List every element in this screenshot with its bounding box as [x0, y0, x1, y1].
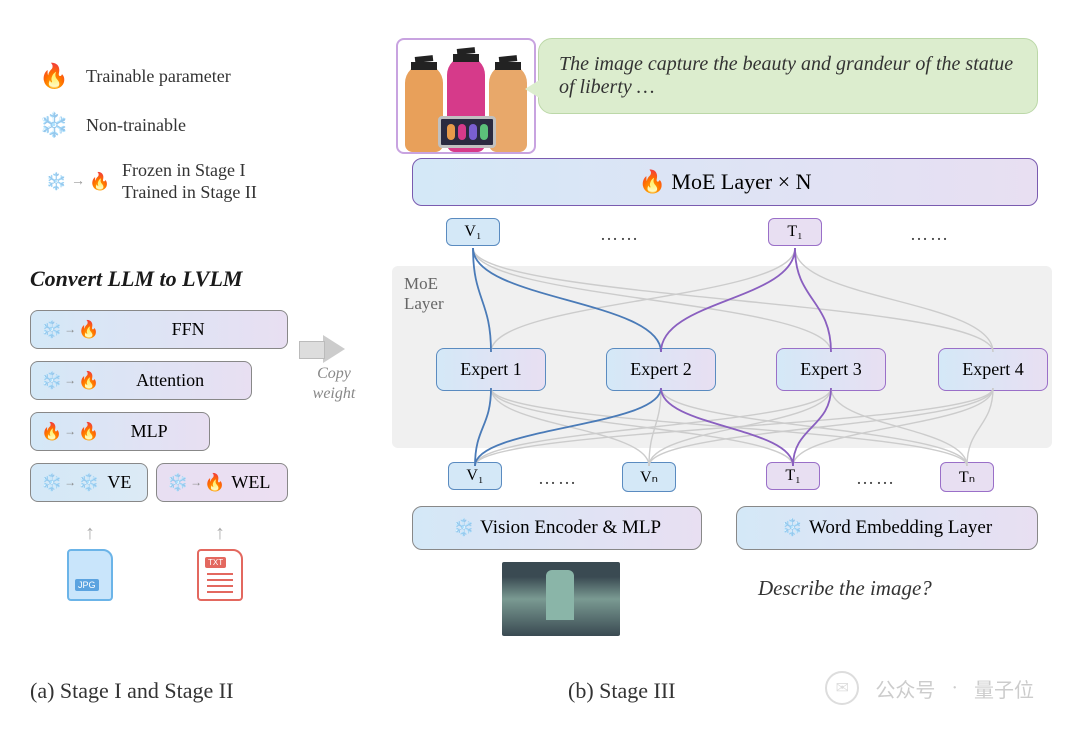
watermark-text: 量子位	[974, 674, 1034, 703]
word-embedding-label: Word Embedding Layer	[809, 517, 992, 539]
fire-icon: 🔥	[38, 62, 70, 91]
input-files: ↑ ↑	[30, 522, 330, 601]
arrow-icon: →	[190, 475, 202, 490]
token-vn-bottom: Vₙ	[622, 462, 676, 492]
txt-file-icon	[197, 549, 243, 601]
watermark-sep: ·	[951, 677, 958, 700]
block-label: WEL	[231, 472, 270, 493]
fire-icon: 🔥	[639, 169, 666, 194]
token-t1-bottom: T₁	[766, 462, 820, 490]
dots: ……	[910, 224, 950, 245]
legend-label: Non-trainable	[86, 115, 186, 137]
block-label: FFN	[172, 319, 205, 340]
arrow-icon: →	[64, 424, 76, 439]
token-v1-bottom: V₁	[448, 462, 502, 490]
moe-layer-label: MoE Layer × N	[671, 169, 811, 194]
expert-4: Expert 4	[938, 348, 1048, 391]
block-label: Attention	[136, 370, 204, 391]
legend-label: Frozen in Stage I Trained in Stage II	[122, 160, 257, 203]
copy-label: Copy	[302, 365, 366, 383]
snowflake-icon: ❄️	[167, 473, 188, 493]
snowflake-icon: ❄️	[453, 518, 474, 538]
dots: ……	[856, 468, 896, 489]
block-ffn: ❄️ → 🔥 FFN	[30, 310, 288, 349]
arrow-icon: →	[64, 373, 76, 388]
arrow-icon: →	[64, 475, 76, 490]
llama-avatar	[396, 38, 536, 154]
snowflake-icon: ❄️	[38, 111, 70, 140]
arrow-icon	[323, 335, 345, 363]
expert-3: Expert 3	[776, 348, 886, 391]
copy-weight-arrow: Copy weight	[302, 335, 366, 403]
arrow-icon: →	[71, 174, 85, 190]
right-panel: The image capture the beauty and grandeu…	[390, 38, 1054, 646]
caption-b: (b) Stage III	[568, 678, 676, 704]
moe-layer-block: 🔥 MoE Layer × N	[412, 158, 1038, 206]
fire-icon: 🔥	[78, 371, 99, 391]
snowflake-icon: ❄️	[41, 320, 62, 340]
expert-2: Expert 2	[606, 348, 716, 391]
legend: 🔥 Trainable parameter ❄️ Non-trainable ❄…	[38, 62, 257, 223]
legend-trainable: 🔥 Trainable parameter	[38, 62, 257, 91]
up-arrow-icon: ↑	[150, 522, 290, 545]
token-t1-top: T₁	[768, 218, 822, 246]
block-mlp: 🔥 → 🔥 MLP	[30, 412, 210, 451]
block-wel: ❄️ → 🔥 WEL	[156, 463, 288, 502]
legend-label: Trainable parameter	[86, 66, 231, 88]
watermark-text: 公众号	[875, 674, 935, 703]
token-v1-top: V₁	[446, 218, 500, 246]
snowflake-icon: ❄️	[78, 473, 99, 493]
word-embedding-block: ❄️ Word Embedding Layer	[736, 506, 1038, 550]
left-panel: Convert LLM to LVLM ❄️ → 🔥 FFN ❄️ → 🔥 At…	[30, 266, 330, 601]
snowflake-icon: ❄️	[782, 518, 803, 538]
fire-icon: 🔥	[78, 320, 99, 340]
jpg-file-icon	[67, 549, 113, 601]
speech-bubble: The image capture the beauty and grandeu…	[538, 38, 1038, 114]
block-label: MLP	[131, 421, 168, 442]
block-label: VE	[107, 472, 131, 493]
snowflake-icon: ❄️	[41, 371, 62, 391]
wechat-icon: ✉	[825, 671, 859, 705]
token-tn-bottom: Tₙ	[940, 462, 994, 492]
up-arrow-icon: ↑	[30, 522, 150, 545]
moe-inner-label: MoELayer	[404, 274, 444, 315]
convert-title: Convert LLM to LVLM	[30, 266, 330, 292]
block-ve: ❄️ → ❄️ VE	[30, 463, 148, 502]
dots: ……	[538, 468, 578, 489]
snow-to-fire-icon: ❄️ → 🔥	[38, 172, 118, 192]
fire-icon: 🔥	[41, 422, 62, 442]
snowflake-icon: ❄️	[41, 473, 62, 493]
fire-icon: 🔥	[89, 172, 110, 192]
vision-encoder-block: ❄️ Vision Encoder & MLP	[412, 506, 702, 550]
caption-a: (a) Stage I and Stage II	[30, 678, 233, 704]
block-attention: ❄️ → 🔥 Attention	[30, 361, 252, 400]
legend-nontrainable: ❄️ Non-trainable	[38, 111, 257, 140]
vision-encoder-label: Vision Encoder & MLP	[480, 517, 661, 539]
statue-image	[502, 562, 620, 636]
snowflake-icon: ❄️	[46, 172, 67, 192]
fire-icon: 🔥	[204, 473, 225, 493]
arrow-icon: →	[64, 322, 76, 337]
expert-1: Expert 1	[436, 348, 546, 391]
copy-label: weight	[302, 385, 366, 403]
legend-frozen-then-trained: ❄️ → 🔥 Frozen in Stage I Trained in Stag…	[38, 160, 257, 203]
watermark: ✉ 公众号 · 量子位	[825, 671, 1034, 705]
prompt-text: Describe the image?	[758, 576, 932, 601]
dots: ……	[600, 224, 640, 245]
fire-icon: 🔥	[78, 422, 99, 442]
